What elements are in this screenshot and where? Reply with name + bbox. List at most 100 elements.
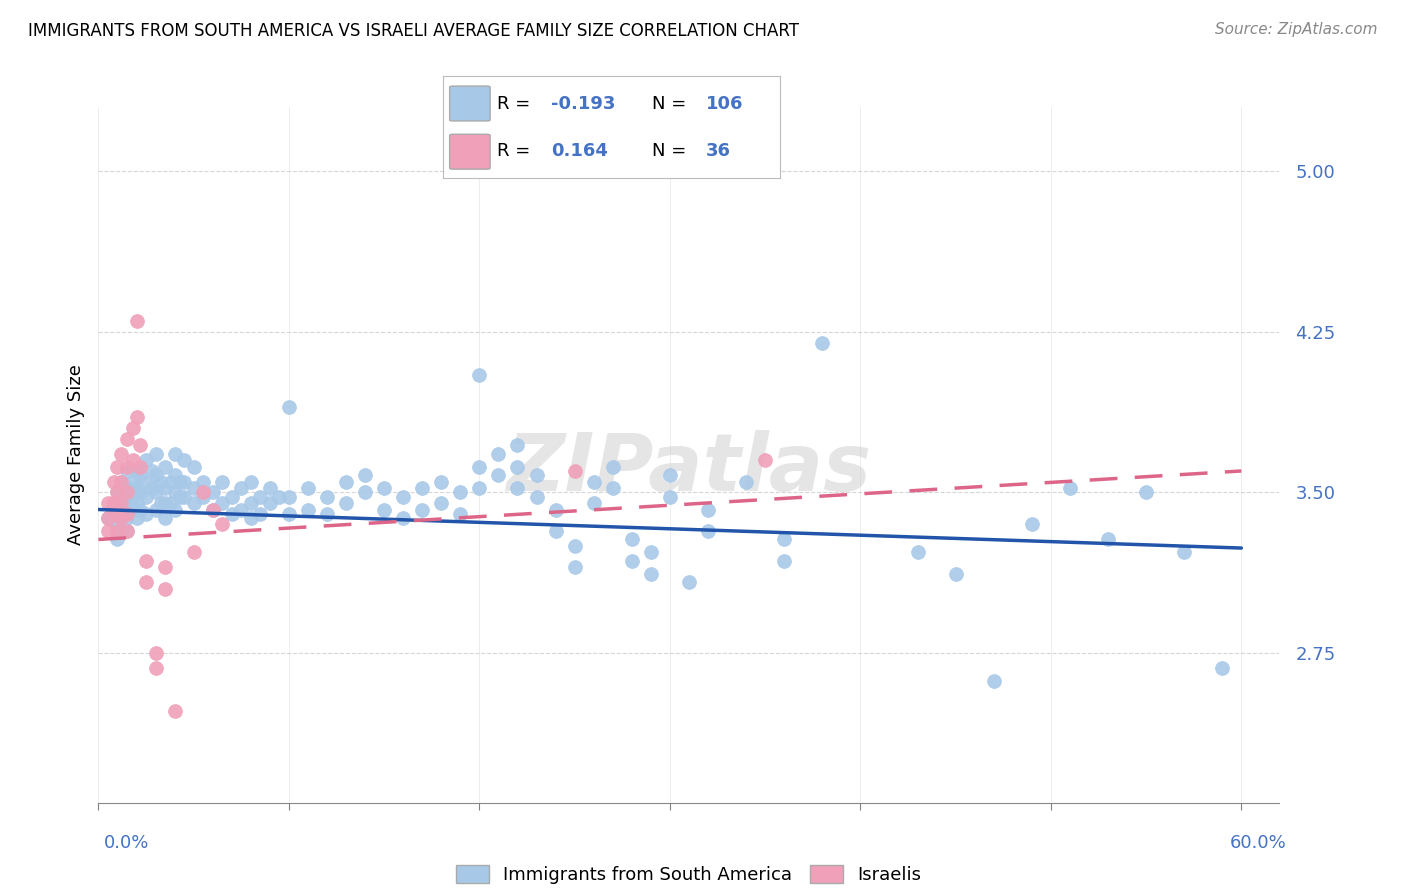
Point	[1135, 485, 1157, 500]
Text: 0.164: 0.164	[551, 142, 607, 160]
Point	[125, 314, 148, 328]
Point	[221, 490, 243, 504]
Text: 0.0%: 0.0%	[104, 834, 149, 852]
Point	[125, 496, 148, 510]
Point	[430, 496, 453, 510]
Y-axis label: Average Family Size: Average Family Size	[66, 365, 84, 545]
Point	[201, 502, 224, 516]
Point	[125, 410, 148, 425]
Point	[211, 496, 233, 510]
Point	[153, 582, 176, 596]
Point	[125, 464, 148, 478]
Point	[201, 485, 224, 500]
Point	[658, 490, 681, 504]
Point	[735, 475, 758, 489]
Point	[269, 490, 291, 504]
Point	[544, 524, 567, 538]
Text: R =: R =	[496, 95, 530, 112]
Point	[141, 464, 163, 478]
Point	[316, 490, 339, 504]
Point	[115, 524, 138, 538]
Point	[564, 560, 586, 574]
Point	[697, 502, 720, 516]
Point	[249, 490, 271, 504]
Point	[103, 496, 125, 510]
Point	[115, 524, 138, 538]
Point	[173, 490, 195, 504]
Point	[249, 507, 271, 521]
Point	[506, 459, 529, 474]
Point	[221, 507, 243, 521]
Legend: Immigrants from South America, Israelis: Immigrants from South America, Israelis	[450, 857, 928, 891]
Point	[115, 481, 138, 495]
Point	[129, 485, 152, 500]
Point	[658, 468, 681, 483]
Point	[145, 646, 167, 660]
Point	[211, 475, 233, 489]
Point	[115, 496, 138, 510]
Point	[602, 481, 624, 495]
Point	[430, 475, 453, 489]
Point	[110, 496, 132, 510]
Point	[103, 475, 125, 489]
Point	[129, 438, 152, 452]
Point	[153, 481, 176, 495]
Point	[153, 496, 176, 510]
Point	[506, 481, 529, 495]
Point	[163, 704, 186, 718]
Point	[297, 502, 319, 516]
Point	[468, 459, 491, 474]
Point	[239, 511, 262, 525]
Point	[1097, 533, 1119, 547]
Point	[104, 517, 127, 532]
Point	[211, 517, 233, 532]
Point	[97, 496, 120, 510]
Text: N =: N =	[652, 95, 686, 112]
Point	[159, 496, 181, 510]
Point	[277, 400, 299, 414]
Point	[173, 453, 195, 467]
Point	[193, 490, 215, 504]
Point	[115, 459, 138, 474]
Point	[773, 554, 796, 568]
Point	[110, 496, 132, 510]
Point	[145, 661, 167, 675]
Point	[259, 481, 281, 495]
Point	[1021, 517, 1043, 532]
Point	[316, 507, 339, 521]
FancyBboxPatch shape	[450, 135, 491, 169]
Point	[582, 496, 605, 510]
Point	[811, 335, 834, 350]
Point	[640, 566, 662, 581]
Point	[259, 496, 281, 510]
Point	[163, 485, 186, 500]
Point	[354, 468, 377, 483]
Point	[163, 468, 186, 483]
Point	[150, 496, 173, 510]
Point	[945, 566, 967, 581]
Text: ZIPatlas: ZIPatlas	[506, 430, 872, 508]
Point	[135, 490, 157, 504]
Point	[107, 485, 129, 500]
Point	[107, 533, 129, 547]
Point	[97, 511, 120, 525]
Point	[121, 490, 143, 504]
Point	[121, 475, 143, 489]
Point	[110, 511, 132, 525]
Text: IMMIGRANTS FROM SOUTH AMERICA VS ISRAELI AVERAGE FAMILY SIZE CORRELATION CHART: IMMIGRANTS FROM SOUTH AMERICA VS ISRAELI…	[28, 22, 799, 40]
Point	[107, 524, 129, 538]
Point	[1173, 545, 1195, 559]
Text: R =: R =	[496, 142, 530, 160]
Point	[145, 468, 167, 483]
Point	[697, 524, 720, 538]
Point	[121, 453, 143, 467]
Point	[125, 481, 148, 495]
Point	[544, 502, 567, 516]
Point	[135, 507, 157, 521]
Point	[773, 533, 796, 547]
Point	[201, 502, 224, 516]
Point	[468, 368, 491, 382]
Point	[602, 459, 624, 474]
Point	[907, 545, 929, 559]
Point	[354, 485, 377, 500]
